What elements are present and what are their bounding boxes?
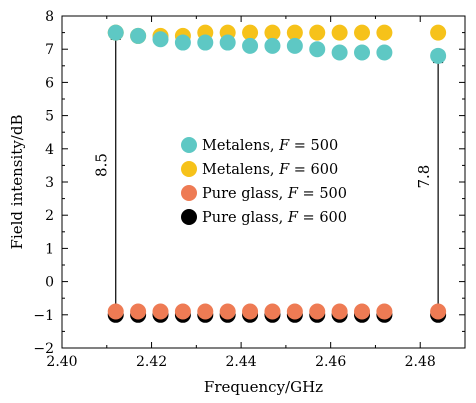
y-tick-label: 0 [45, 275, 54, 291]
point-series-2-12 [376, 303, 393, 320]
point-series-0-9 [309, 41, 326, 58]
y-axis-label: Field intensity/dB [8, 115, 26, 250]
legend-label-3: Pure glass, F = 600 [202, 210, 347, 226]
legend-marker-2 [181, 185, 197, 201]
point-series-0-0 [107, 24, 124, 41]
legend-text: Metalens, [202, 162, 279, 178]
legend-text: Metalens, [202, 138, 279, 154]
point-series-0-10 [331, 44, 348, 61]
point-series-1-6 [242, 24, 259, 41]
point-series-2-8 [286, 303, 303, 320]
x-tick-label: 2.44 [226, 354, 257, 370]
point-series-2-5 [219, 303, 236, 320]
point-series-1-12 [376, 24, 393, 41]
legend-var: F [287, 210, 299, 226]
legend-var: F [278, 162, 290, 178]
point-series-0-1 [130, 27, 147, 44]
x-axis-label: Frequency/GHz [204, 378, 323, 396]
legend-text: Pure glass, [202, 210, 288, 226]
legend-label-2: Pure glass, F = 500 [202, 186, 347, 202]
point-series-0-6 [242, 37, 259, 54]
legend-label-0: Metalens, F = 500 [202, 138, 338, 154]
point-series-2-2 [152, 303, 169, 320]
legend-value: = 500 [289, 138, 338, 154]
legend-var: F [287, 186, 299, 202]
point-series-1-7 [264, 24, 281, 41]
y-tick-label: 1 [45, 241, 54, 257]
x-tick-label: 2.40 [46, 354, 77, 370]
point-series-2-7 [264, 303, 281, 320]
point-series-0-3 [174, 34, 191, 51]
point-series-2-3 [174, 303, 191, 320]
x-tick-label: 2.42 [136, 354, 167, 370]
y-tick-label: 5 [45, 109, 54, 125]
point-series-0-8 [286, 37, 303, 54]
point-series-1-10 [331, 24, 348, 41]
y-tick-label: 3 [45, 175, 54, 191]
legend-var: F [278, 138, 290, 154]
point-series-2-0 [107, 303, 124, 320]
legend-label-1: Metalens, F = 600 [202, 162, 338, 178]
legend-marker-3 [181, 209, 197, 225]
x-tick-label: 2.46 [315, 354, 346, 370]
data-points-layer [107, 24, 447, 323]
point-series-2-13 [430, 303, 447, 320]
y-tick-label: −1 [33, 308, 54, 324]
point-series-0-5 [219, 34, 236, 51]
point-series-0-2 [152, 31, 169, 48]
legend-value: = 600 [298, 210, 347, 226]
legend-value: = 500 [298, 186, 347, 202]
point-series-2-1 [130, 303, 147, 320]
point-series-0-12 [376, 44, 393, 61]
point-series-0-13 [430, 47, 447, 64]
y-tick-label: 7 [45, 42, 54, 58]
axes-layer: 2.40 2.42 2.44 2.46 2.48 8 7 6 5 4 3 2 1 0 −1 −2 [33, 9, 466, 370]
point-series-2-6 [242, 303, 259, 320]
y-tick-label: 4 [45, 142, 54, 158]
point-series-2-11 [354, 303, 371, 320]
legend-marker-1 [181, 161, 197, 177]
y-tick-label: 2 [45, 208, 54, 224]
point-series-1-8 [286, 24, 303, 41]
point-series-0-7 [264, 37, 281, 54]
point-series-1-11 [354, 24, 371, 41]
point-series-2-4 [197, 303, 214, 320]
x-tick-label: 2.48 [405, 354, 436, 370]
y-tick-label: 6 [45, 75, 54, 91]
point-series-1-9 [309, 24, 326, 41]
point-series-2-10 [331, 303, 348, 320]
point-series-0-11 [354, 44, 371, 61]
annotation-label-1: 7.8 [415, 165, 433, 189]
y-tick-label: 8 [45, 9, 54, 25]
legend-text: Pure glass, [202, 186, 288, 202]
legend-marker-0 [181, 137, 197, 153]
point-series-2-9 [309, 303, 326, 320]
point-series-1-13 [430, 24, 447, 41]
plot-area-frame [61, 15, 466, 349]
y-tick-label: −2 [33, 341, 54, 357]
point-series-0-4 [197, 34, 214, 51]
annotation-label-0: 8.5 [93, 153, 111, 177]
legend-value: = 600 [289, 162, 338, 178]
